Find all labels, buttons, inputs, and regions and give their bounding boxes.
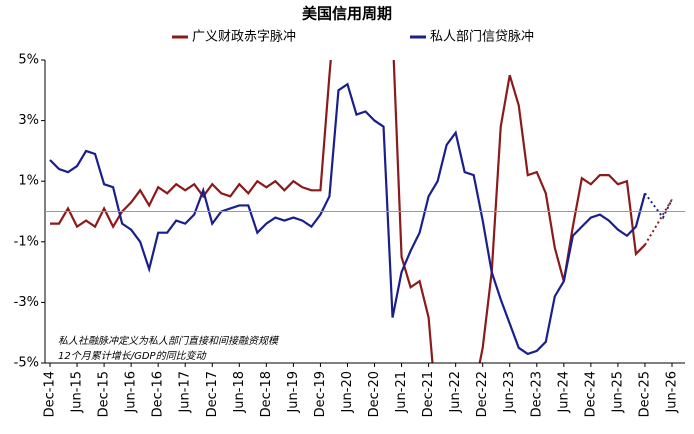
y-tick-label: -5% (14, 356, 39, 371)
x-tick-label: Dec-20 (367, 371, 382, 417)
series-line (644, 198, 673, 246)
x-tick-label: Dec-22 (475, 371, 490, 417)
x-tick-label: Jun-25 (610, 371, 625, 414)
x-tick-label: Jun-15 (70, 371, 85, 414)
x-tick-label: Jun-20 (340, 371, 355, 414)
x-tick-label: Dec-23 (529, 371, 544, 417)
x-tick-label: Dec-16 (151, 371, 166, 417)
x-tick-label: Jun-22 (448, 371, 463, 414)
note: 12个月累计增长/GDP的同比变动 (58, 350, 207, 362)
y-tick-label: -1% (14, 234, 39, 249)
x-tick-label: Dec-25 (637, 371, 652, 417)
series-line (50, 60, 646, 363)
y-tick-label: -3% (14, 295, 39, 310)
x-tick-label: Jun-24 (556, 371, 571, 414)
x-tick-label: Dec-24 (583, 371, 598, 417)
chart-title: 美国信用周期 (302, 5, 392, 23)
x-tick-label: Jun-21 (394, 371, 409, 414)
x-tick-label: Jun-17 (178, 371, 193, 414)
y-tick-label: 3% (18, 113, 39, 128)
x-tick-label: Jun-26 (665, 371, 680, 414)
note: 私人社融脉冲定义为私人部门直接和间接融资规模 (58, 335, 280, 347)
series-line (644, 192, 673, 220)
x-tick-label: Jun-16 (124, 371, 139, 414)
x-tick-label: Dec-18 (259, 371, 274, 417)
legend-label: 广义财政赤字脉冲 (192, 30, 296, 45)
x-tick-label: Dec-17 (205, 371, 220, 417)
x-tick-label: Dec-21 (421, 371, 436, 417)
series-line (49, 82, 647, 356)
x-tick-label: Jun-18 (232, 371, 247, 414)
y-tick-label: 5% (18, 53, 39, 68)
x-tick-label: Dec-19 (313, 371, 328, 417)
x-tick-label: Dec-14 (43, 371, 58, 417)
y-tick-label: 1% (18, 174, 39, 189)
x-tick-label: Dec-15 (97, 371, 112, 417)
legend-label: 私人部门信贷脉冲 (430, 30, 534, 45)
x-tick-label: Jun-23 (502, 371, 517, 414)
plot-area (49, 60, 673, 363)
x-tick-label: Jun-19 (286, 371, 301, 414)
